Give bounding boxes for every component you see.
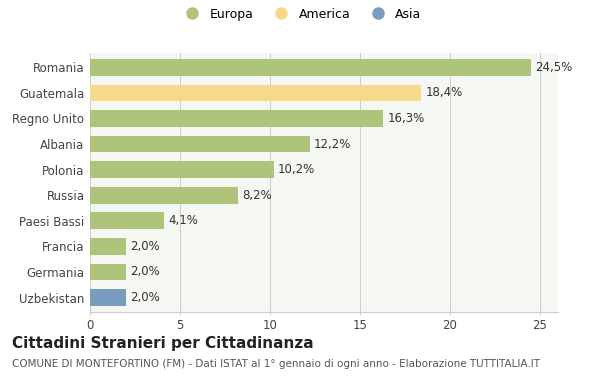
- Legend: Europa, America, Asia: Europa, America, Asia: [175, 3, 427, 25]
- Text: 16,3%: 16,3%: [388, 112, 425, 125]
- Text: 4,1%: 4,1%: [168, 214, 198, 227]
- Text: 18,4%: 18,4%: [426, 86, 463, 99]
- Bar: [90, 110, 383, 127]
- Text: 10,2%: 10,2%: [278, 163, 316, 176]
- Text: 2,0%: 2,0%: [131, 240, 160, 253]
- Bar: [90, 238, 126, 255]
- Bar: [90, 84, 421, 101]
- Text: 8,2%: 8,2%: [242, 189, 272, 202]
- Bar: [90, 264, 126, 280]
- Bar: [90, 289, 126, 306]
- Text: 24,5%: 24,5%: [536, 61, 573, 74]
- Text: Cittadini Stranieri per Cittadinanza: Cittadini Stranieri per Cittadinanza: [12, 336, 314, 351]
- Bar: [90, 161, 274, 178]
- Text: 2,0%: 2,0%: [131, 266, 160, 279]
- Bar: [90, 136, 310, 152]
- Text: 12,2%: 12,2%: [314, 138, 352, 150]
- Bar: [90, 187, 238, 204]
- Bar: [90, 212, 164, 229]
- Bar: [90, 59, 531, 76]
- Text: 2,0%: 2,0%: [131, 291, 160, 304]
- Text: COMUNE DI MONTEFORTINO (FM) - Dati ISTAT al 1° gennaio di ogni anno - Elaborazio: COMUNE DI MONTEFORTINO (FM) - Dati ISTAT…: [12, 359, 540, 369]
